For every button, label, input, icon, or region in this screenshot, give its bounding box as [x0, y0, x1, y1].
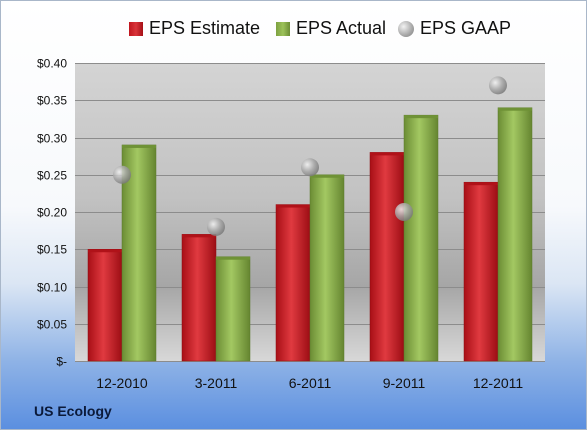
bar-estimate-cap: [88, 249, 122, 253]
bar-estimate-cap: [182, 234, 216, 238]
bar-estimate: [463, 181, 499, 362]
bar-estimate-cap: [464, 182, 498, 186]
y-tick-label: $0.15: [37, 243, 67, 257]
bar-estimate-cap: [370, 152, 404, 156]
bar-estimate: [87, 249, 123, 362]
gaap-point: [113, 165, 131, 184]
gaap-point: [207, 217, 225, 236]
x-axis: 12-2010 3-2011 6-2011 9-2011 12-2011: [96, 375, 523, 391]
legend-swatch-estimate: [129, 21, 143, 36]
bar-actual-cap: [498, 107, 532, 111]
x-tick-label: 6-2011: [289, 375, 332, 391]
bar-actual-cap: [122, 144, 156, 148]
bar-estimate: [181, 234, 217, 362]
bar-actual-cap: [310, 174, 344, 178]
x-tick-label: 12-2010: [96, 375, 148, 391]
bar-estimate-cap: [276, 204, 310, 208]
gaap-points: [113, 76, 507, 236]
legend-marker-gaap: [398, 20, 414, 37]
x-tick-label: 12-2011: [473, 375, 524, 391]
y-tick-label: $0.40: [37, 57, 67, 71]
y-tick-label: $-: [56, 355, 67, 369]
y-tick-label: $0.35: [37, 94, 67, 108]
x-tick-label: 9-2011: [383, 375, 426, 391]
legend-item-gaap: EPS GAAP: [398, 18, 511, 39]
bar-actual-cap: [404, 115, 438, 119]
bar-actual: [215, 256, 251, 362]
legend-label-gaap: EPS GAAP: [420, 18, 512, 38]
bar-actual: [309, 174, 345, 362]
y-tick-label: $0.10: [37, 281, 67, 295]
legend-swatch-actual: [276, 21, 290, 36]
y-axis: $- $0.05 $0.10 $0.15 $0.20 $0.25 $0.30 $0.35 $0.…: [37, 57, 67, 369]
y-tick-label: $0.30: [37, 132, 67, 146]
legend-label-estimate: EPS Estimate: [149, 18, 261, 38]
x-tick-label: 3-2011: [195, 375, 238, 391]
y-tick-label: $0.05: [37, 318, 67, 332]
gaap-point: [301, 158, 319, 177]
gaap-point: [395, 203, 413, 221]
bar-estimate: [275, 204, 311, 362]
bar-estimate: [369, 152, 405, 362]
bar-actual: [403, 114, 439, 362]
bar-actual-cap: [216, 256, 250, 260]
company-name: US Ecology: [34, 403, 112, 419]
legend: EPS Estimate EPS Actual EPS GAAP: [1, 18, 586, 42]
gaap-point: [489, 76, 507, 95]
y-tick-label: $0.20: [37, 206, 67, 220]
y-tick-label: $0.25: [37, 169, 67, 183]
bar-actual: [497, 107, 533, 362]
bars: [87, 107, 533, 362]
legend-item-actual: EPS Actual: [276, 18, 386, 39]
legend-item-estimate: EPS Estimate: [129, 18, 260, 39]
legend-label-actual: EPS Actual: [296, 18, 387, 38]
